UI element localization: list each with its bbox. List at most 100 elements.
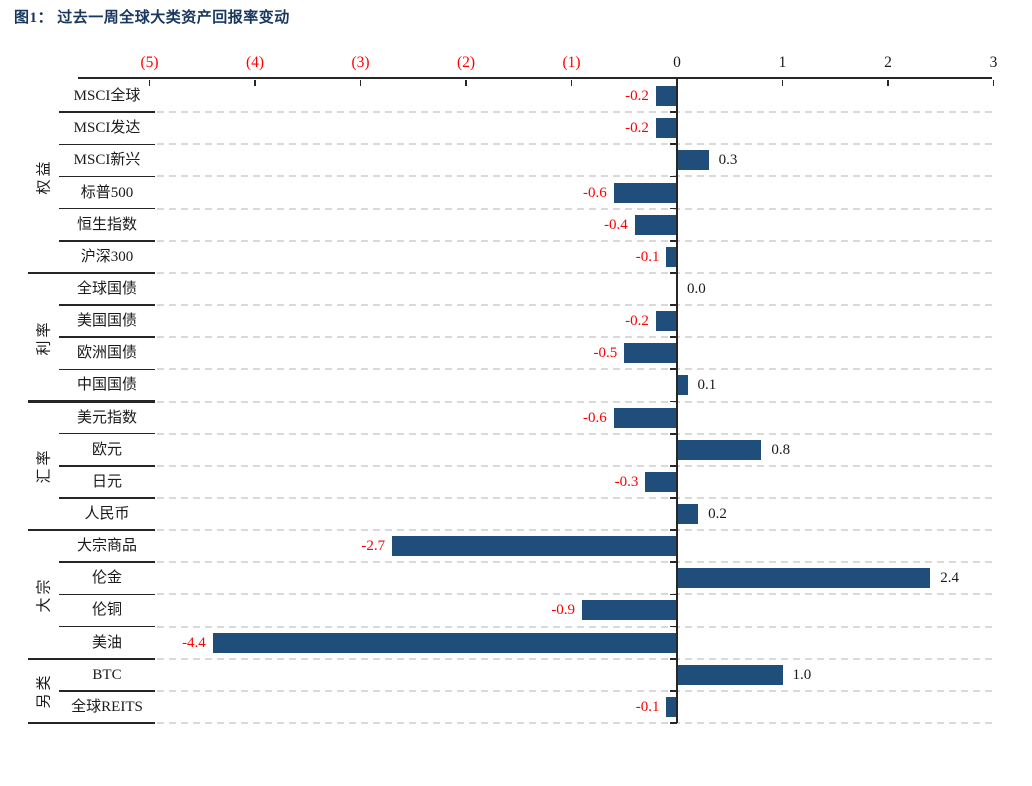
row-separator xyxy=(59,111,155,113)
bar xyxy=(613,182,677,203)
x-tick-label: 1 xyxy=(778,54,787,71)
category-axis-tick xyxy=(669,111,677,114)
group-separator xyxy=(28,528,155,532)
group-label-text: 权益 xyxy=(36,158,53,195)
row-separator xyxy=(59,175,155,178)
category-axis-tick xyxy=(669,400,677,403)
x-tick-label: (3) xyxy=(351,54,370,71)
bar-value-label: 0.1 xyxy=(697,377,717,394)
group-label-5: 另类 xyxy=(28,659,58,723)
row-separator xyxy=(59,465,155,467)
dashed-gridline xyxy=(157,625,992,628)
bar xyxy=(582,600,677,621)
category-axis-tick xyxy=(669,207,677,210)
dashed-gridline xyxy=(157,271,992,274)
x-tick-label: (2) xyxy=(456,54,476,71)
row-separator xyxy=(59,690,155,692)
bar xyxy=(212,632,677,653)
dashed-gridline xyxy=(157,432,992,435)
category-label: 伦金 xyxy=(91,570,122,587)
row-separator xyxy=(59,497,155,499)
dashed-gridline xyxy=(157,496,992,499)
bar-value-label: -0.1 xyxy=(635,698,660,715)
row-separator xyxy=(59,561,155,564)
bar xyxy=(677,664,783,685)
bar-value-label: -0.3 xyxy=(614,473,639,490)
group-label-text: 大宗 xyxy=(36,576,53,613)
category-axis-tick xyxy=(669,529,677,531)
dashed-gridline xyxy=(157,368,992,371)
figure-title: 图1： 过去一周全球大类资产回报率变动 xyxy=(14,10,290,26)
category-axis-tick xyxy=(669,368,677,371)
dashed-gridline xyxy=(157,529,992,532)
category-axis-tick xyxy=(669,336,677,339)
category-label: 欧洲国债 xyxy=(76,345,137,362)
category-axis-tick xyxy=(669,497,677,499)
dashed-gridline xyxy=(157,143,992,146)
bar-value-label: 0.8 xyxy=(771,441,791,458)
bar xyxy=(613,407,677,428)
bar xyxy=(677,568,931,589)
dashed-gridline xyxy=(157,593,992,596)
category-axis-tick xyxy=(669,561,677,564)
category-axis-tick xyxy=(669,239,677,242)
category-axis-tick xyxy=(669,143,677,146)
bar xyxy=(624,343,677,364)
x-tick-label: 2 xyxy=(884,54,892,71)
category-axis-tick xyxy=(669,689,677,692)
group-separator xyxy=(28,400,155,403)
bar-value-label: -0.6 xyxy=(582,184,607,201)
row-separator xyxy=(59,336,155,338)
row-separator xyxy=(59,625,155,628)
category-axis-tick xyxy=(669,593,677,596)
bar-value-label: -0.5 xyxy=(593,345,618,362)
x-tick-mark xyxy=(570,80,573,86)
row-separator xyxy=(59,239,155,242)
bar-value-label: 1.0 xyxy=(792,666,812,683)
bar xyxy=(666,696,677,717)
row-separator xyxy=(59,143,155,146)
bar xyxy=(677,504,699,525)
x-axis-line xyxy=(78,77,992,80)
x-tick-label: (4) xyxy=(245,54,265,71)
row-separator xyxy=(59,207,155,210)
dashed-gridline xyxy=(157,239,992,242)
x-tick-label: 0 xyxy=(673,54,681,71)
dashed-gridline xyxy=(157,111,992,114)
bar xyxy=(655,118,677,139)
row-separator xyxy=(59,304,155,306)
bar-value-label: -0.6 xyxy=(582,409,607,426)
group-separator xyxy=(28,657,155,660)
group-label-text: 汇率 xyxy=(36,447,53,484)
group-label-text: 另类 xyxy=(36,672,53,709)
row-separator xyxy=(59,432,155,435)
group-label-1: 权益 xyxy=(28,80,58,273)
category-label: 恒生指数 xyxy=(76,216,137,233)
group-label-text: 利率 xyxy=(36,319,53,356)
category-label: 伦铜 xyxy=(91,602,122,619)
category-label: 标普500 xyxy=(80,184,134,201)
category-label: 全球国债 xyxy=(76,280,137,297)
category-label: BTC xyxy=(92,666,122,683)
bar-value-label: -0.2 xyxy=(625,120,649,137)
category-label: MSCI发达 xyxy=(73,120,141,137)
bar-value-label: 0.3 xyxy=(718,152,738,169)
group-separator xyxy=(28,271,155,275)
category-label: MSCI全球 xyxy=(73,88,141,105)
bar-value-label: -0.9 xyxy=(551,602,576,619)
bar-value-label: 2.4 xyxy=(940,570,959,587)
bar-value-label: -0.4 xyxy=(604,216,628,233)
dashed-gridline xyxy=(157,207,992,210)
dashed-gridline xyxy=(157,561,992,564)
x-tick-mark xyxy=(254,80,256,86)
category-label: 全球REITS xyxy=(71,698,143,715)
category-axis-tick xyxy=(669,625,677,628)
category-axis-tick xyxy=(669,464,677,467)
category-label: 人民币 xyxy=(84,506,130,523)
x-tick-mark xyxy=(148,80,151,86)
dashed-gridline xyxy=(157,657,992,660)
dashed-gridline xyxy=(157,336,992,339)
dashed-gridline xyxy=(157,722,992,724)
x-tick-mark xyxy=(992,80,995,86)
category-label: 美元指数 xyxy=(76,409,137,426)
